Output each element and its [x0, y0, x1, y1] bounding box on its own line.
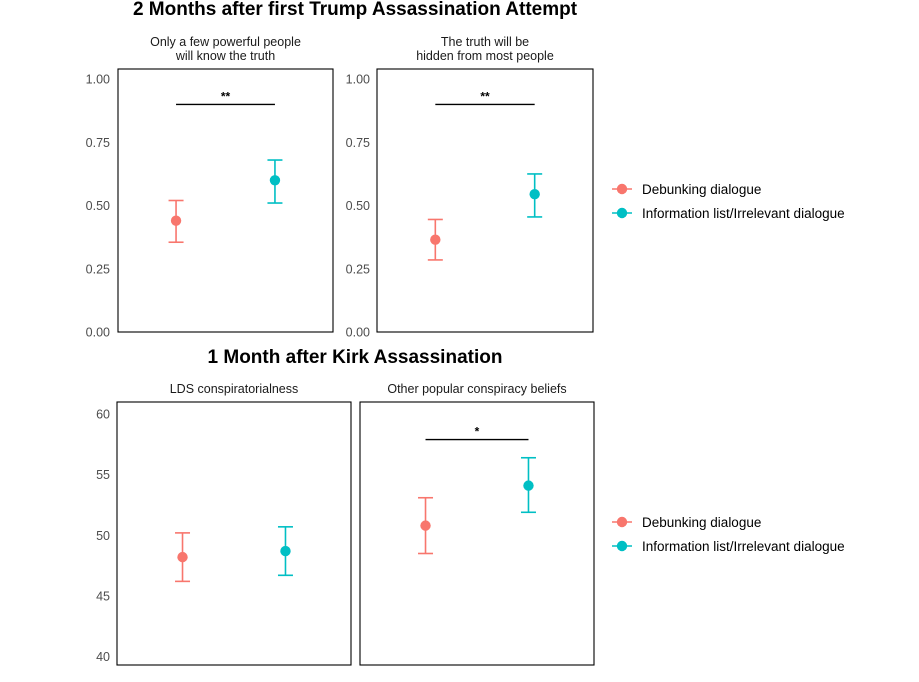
point-marker [280, 545, 291, 557]
y-tick-label: 0.25 [86, 262, 110, 276]
y-tick-label: 55 [96, 468, 110, 482]
facet-label: Only a few powerful people [150, 35, 301, 49]
y-tick-label: 0.00 [86, 326, 110, 340]
panel-border [359, 401, 595, 666]
y-tick-label: 0.50 [86, 199, 110, 213]
facet-label: The truth will be [441, 35, 529, 49]
y-tick-label: 40 [96, 650, 110, 664]
legend-key-point [616, 207, 628, 219]
point-marker [523, 480, 534, 491]
y-tick-label: 0.00 [346, 326, 370, 340]
point-marker [529, 188, 540, 200]
facet-label: LDS conspiratorialness [170, 382, 299, 396]
chart-title: 2 Months after first Trump Assassination… [133, 0, 578, 20]
facet-label: Other popular conspiracy beliefs [387, 382, 566, 396]
data-point [175, 532, 191, 583]
significance-label: * [475, 425, 480, 439]
data-point [427, 218, 443, 261]
legend-label: Information list/Irrelevant dialogue [642, 539, 845, 554]
y-tick-label: 1.00 [86, 73, 110, 87]
panel-border [116, 401, 352, 666]
legend-label: Debunking dialogue [642, 182, 761, 197]
y-tick-label: 0.50 [346, 199, 370, 213]
panel-border [376, 68, 594, 333]
legend-key-point [616, 540, 628, 552]
data-point [520, 456, 536, 514]
point-marker [177, 551, 188, 563]
y-tick-label: 45 [96, 589, 110, 603]
y-tick-label: 0.75 [86, 136, 110, 150]
point-marker [269, 175, 281, 186]
panel-border [117, 68, 334, 333]
legend-key-point [616, 183, 628, 195]
facet-label: hidden from most people [416, 49, 554, 63]
point-marker [430, 234, 441, 245]
point-marker [170, 215, 182, 226]
data-point [527, 173, 543, 218]
y-tick-label: 0.75 [346, 136, 370, 150]
data-point [277, 526, 293, 577]
point-marker [420, 520, 431, 531]
y-tick-label: 0.25 [346, 262, 370, 276]
y-tick-label: 50 [96, 529, 110, 543]
legend-key-point [616, 516, 628, 528]
chart-title: 1 Month after Kirk Assassination [208, 347, 503, 368]
significance-label: ** [221, 89, 231, 103]
data-point [418, 496, 434, 555]
data-point [267, 159, 283, 204]
legend-label: Information list/Irrelevant dialogue [642, 206, 845, 221]
significance-label: ** [480, 89, 490, 103]
data-point [168, 199, 184, 244]
y-tick-label: 60 [96, 408, 110, 422]
legend-label: Debunking dialogue [642, 515, 761, 530]
y-tick-label: 1.00 [346, 73, 370, 87]
facet-label: will know the truth [175, 49, 275, 63]
